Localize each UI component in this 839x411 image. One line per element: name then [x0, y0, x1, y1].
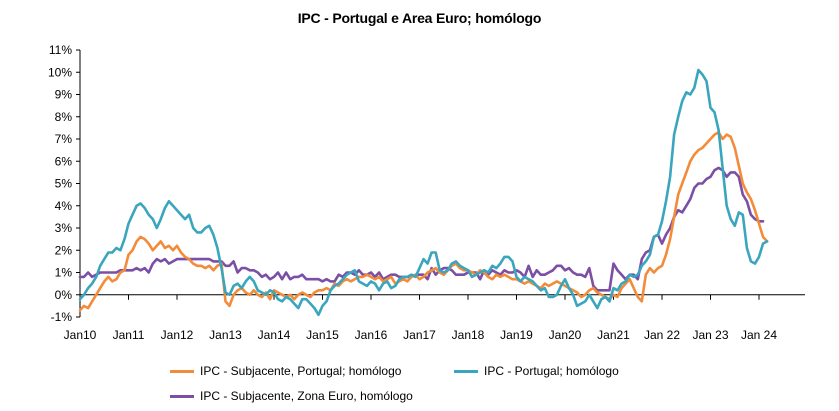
y-tick-label: -1% [51, 310, 73, 324]
y-tick-label: 6% [55, 154, 73, 168]
axes [79, 50, 805, 317]
x-tick-label: Jan17 [403, 328, 436, 342]
y-tick-label: 1% [55, 266, 73, 280]
x-tick-label: Jan12 [161, 328, 194, 342]
series-line-ipc-portugal [78, 68, 769, 317]
x-tick-label: Jan19 [500, 328, 533, 342]
legend-swatch-orange [170, 369, 194, 373]
legend-label: IPC - Subjacente, Portugal; homólogo [200, 364, 402, 378]
series-lines [78, 68, 769, 317]
series-line-subjacente-portugal [78, 131, 769, 312]
x-tick-label: Jan14 [258, 328, 291, 342]
legend-label: IPC - Subjacente, Zona Euro, homólogo [200, 389, 413, 403]
x-tick-label: Jan11 [113, 328, 145, 342]
x-tick-label: Jan15 [306, 328, 339, 342]
x-tick-label: Jan 23 [692, 328, 728, 342]
y-tick-label: 9% [55, 88, 73, 102]
legend-swatch-teal [454, 369, 478, 373]
legend-item-ipc-portugal: IPC - Portugal; homólogo [454, 364, 619, 378]
chart-title: IPC - Portugal e Area Euro; homólogo [297, 10, 542, 26]
y-tick-label: 3% [55, 221, 73, 235]
series-line-subjacente-zona-euro [78, 166, 765, 292]
y-tick-label: 4% [55, 199, 73, 213]
y-tick-label: 8% [55, 110, 73, 124]
legend-label: IPC - Portugal; homólogo [484, 364, 619, 378]
x-tick-label: Jan 22 [644, 328, 680, 342]
x-tick-label: Jan10 [64, 328, 97, 342]
x-tick-label: Jan21 [597, 328, 630, 342]
legend-swatch-purple [170, 394, 194, 398]
y-tick-label: 5% [55, 177, 73, 191]
y-tick-label: 2% [55, 243, 73, 257]
y-tick-label: 7% [55, 132, 73, 146]
legend-item-subjacente-portugal: IPC - Subjacente, Portugal; homólogo [170, 364, 401, 378]
x-axis-ticks: Jan10 Jan11 Jan12 Jan13 Jan14 Jan15 Jan16 Jan17… [64, 294, 777, 342]
x-tick-label: Jan 24 [741, 328, 777, 342]
legend-item-subjacente-zona-euro: IPC - Subjacente, Zona Euro, homólogo [170, 389, 413, 403]
x-tick-label: Jan13 [209, 328, 242, 342]
y-tick-label: 10% [48, 65, 72, 79]
y-tick-label: 0% [55, 288, 73, 302]
x-tick-label: Jan18 [452, 328, 485, 342]
y-axis-ticks: -1% 0% 1% 2% 3% 4% 5% 6% 7% 8% 9% 10% 11% [48, 43, 80, 324]
y-tick-label: 11% [49, 43, 72, 57]
x-tick-label: Jan16 [355, 328, 388, 342]
x-tick-label: Jan20 [549, 328, 582, 342]
